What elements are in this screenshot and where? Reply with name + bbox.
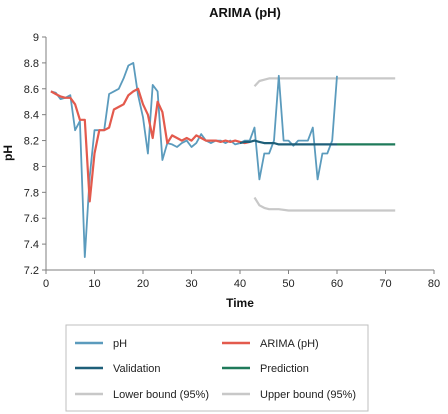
chart-legend: pH ARIMA (pH) Validation Prediction Lower bo…	[65, 324, 369, 412]
x-tick-label: 60	[331, 278, 343, 290]
y-tick-label: 8	[33, 161, 39, 173]
y-tick-label: 8.4	[24, 110, 39, 122]
legend-label-prediction: Prediction	[260, 363, 309, 375]
y-tick-label: 7.8	[24, 187, 39, 199]
chart-series	[50, 62, 396, 259]
y-tick-label: 8.2	[24, 136, 39, 148]
legend-label-upper-bound-95: Upper bound (95%)	[260, 389, 356, 401]
x-tick-label: 20	[137, 278, 149, 290]
x-tick-label: 30	[185, 278, 197, 290]
x-tick-label: 50	[282, 278, 294, 290]
series-line-lower-bound-95	[253, 196, 396, 212]
legend-label-ph: pH	[113, 338, 127, 350]
legend-label-lower-bound-95: Lower bound (95%)	[113, 389, 209, 401]
y-axis-title: pH	[1, 145, 15, 161]
x-axis-title: Time	[226, 296, 254, 310]
x-tick-label: 70	[379, 278, 391, 290]
legend-label-arima-ph: ARIMA (pH)	[260, 338, 319, 350]
series-line-arima-ph	[50, 87, 250, 203]
chart-title: ARIMA (pH)	[209, 5, 281, 20]
x-tick-label: 0	[43, 278, 49, 290]
chart-tick-labels: 7.2 7.4 7.6 7.8 8 8.2 8.4 8.6 8.8 9 0 10 20 30 40 50 60 7…	[24, 32, 440, 290]
series-line-upper-bound-95	[253, 77, 396, 87]
y-tick-label: 8.6	[24, 84, 39, 96]
chart-axes	[42, 36, 435, 274]
y-tick-label: 8.8	[24, 58, 39, 70]
y-tick-label: 9	[33, 32, 39, 44]
y-tick-label: 7.6	[24, 213, 39, 225]
y-tick-label: 7.2	[24, 265, 39, 277]
legend-label-validation: Validation	[113, 363, 161, 375]
x-tick-label: 10	[88, 278, 100, 290]
x-tick-label: 40	[234, 278, 246, 290]
x-tick-label: 80	[428, 278, 440, 290]
series-line-validation	[239, 139, 337, 146]
legend-box	[65, 324, 369, 412]
y-tick-label: 7.4	[24, 239, 39, 251]
